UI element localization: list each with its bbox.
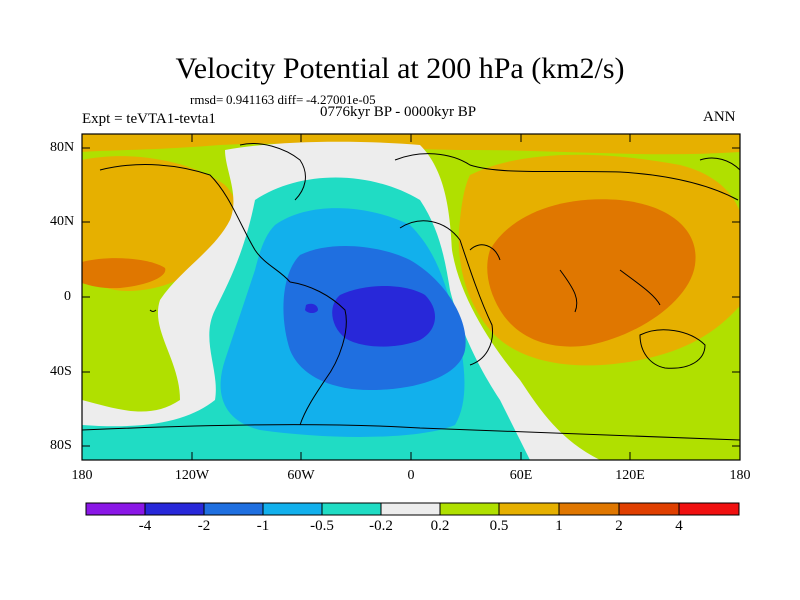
contour-level-0.5-1-north bbox=[82, 134, 740, 155]
contour-level-1-2-east bbox=[487, 199, 696, 347]
colorbar-label-8: 2 bbox=[615, 518, 623, 534]
contour-level-0.5-1-west bbox=[82, 156, 238, 291]
colorbar-box-5 bbox=[380, 502, 441, 516]
colorbar-label-1: -2 bbox=[197, 518, 211, 534]
colorbar-box-7 bbox=[498, 502, 560, 516]
colorbar-label-3: -0.5 bbox=[310, 518, 334, 534]
colorbar-box-9 bbox=[618, 502, 680, 516]
colorbar-label-0: -4 bbox=[138, 518, 152, 534]
colorbar-box-6 bbox=[439, 502, 500, 516]
lon-label-180e: 180 bbox=[729, 468, 751, 483]
lon-label-180w: 180 bbox=[71, 468, 93, 483]
lon-label-120w: 120W bbox=[174, 468, 210, 483]
rmsd-value: 0.941163 bbox=[225, 92, 275, 107]
lat-label-40n: 40N bbox=[50, 214, 75, 229]
period-label: 0776kyr BP - 0000kyr BP bbox=[320, 104, 477, 120]
lat-label-80s: 80S bbox=[50, 438, 72, 453]
colorbar-box-2 bbox=[203, 502, 264, 516]
lon-label-0: 0 bbox=[407, 468, 415, 483]
colorbar-box-4 bbox=[321, 502, 382, 516]
rmsd-label: rmsd= bbox=[190, 92, 224, 107]
lat-label-40s: 40S bbox=[50, 364, 72, 379]
lat-label-0: 0 bbox=[64, 289, 71, 304]
colorbar-label-5: 0.2 bbox=[430, 518, 450, 534]
lon-label-120e: 120E bbox=[615, 468, 645, 483]
season-label: ANN bbox=[703, 109, 736, 125]
lon-label-60w: 60W bbox=[287, 468, 315, 483]
lon-label-60e: 60E bbox=[509, 468, 533, 483]
colorbar bbox=[85, 502, 740, 516]
colorbar-box-3 bbox=[262, 502, 323, 516]
colorbar-label-2: -1 bbox=[256, 518, 270, 534]
colorbar-box-0 bbox=[85, 502, 146, 516]
diff-label: diff= bbox=[277, 92, 304, 107]
map-title: Velocity Potential at 200 hPa (km2/s) bbox=[175, 52, 625, 85]
contour-level-neg4-neg2-small bbox=[305, 303, 318, 313]
experiment-label: Expt = teVTA1-tevta1 bbox=[82, 111, 216, 127]
contour-fill-layer bbox=[82, 134, 740, 460]
colorbar-box-1 bbox=[144, 502, 205, 516]
colorbar-box-10 bbox=[678, 502, 740, 516]
colorbar-label-7: 1 bbox=[555, 518, 563, 534]
colorbar-box-8 bbox=[558, 502, 620, 516]
colorbar-label-4: -0.2 bbox=[369, 518, 393, 534]
lon-ticks bbox=[81, 134, 741, 460]
coastlines bbox=[82, 142, 740, 441]
contour-level-neg4-neg2 bbox=[332, 286, 436, 347]
colorbar-label-6: 0.5 bbox=[489, 518, 509, 534]
contour-level-1-2-west bbox=[82, 258, 166, 289]
stats-line: rmsd= 0.941163 diff= -4.27001e-05 bbox=[190, 92, 376, 108]
diff-value: -4.27001e-05 bbox=[305, 92, 376, 107]
colorbar-label-9: 4 bbox=[675, 518, 683, 534]
lat-ticks bbox=[82, 147, 740, 447]
lat-label-80n: 80N bbox=[50, 140, 75, 155]
